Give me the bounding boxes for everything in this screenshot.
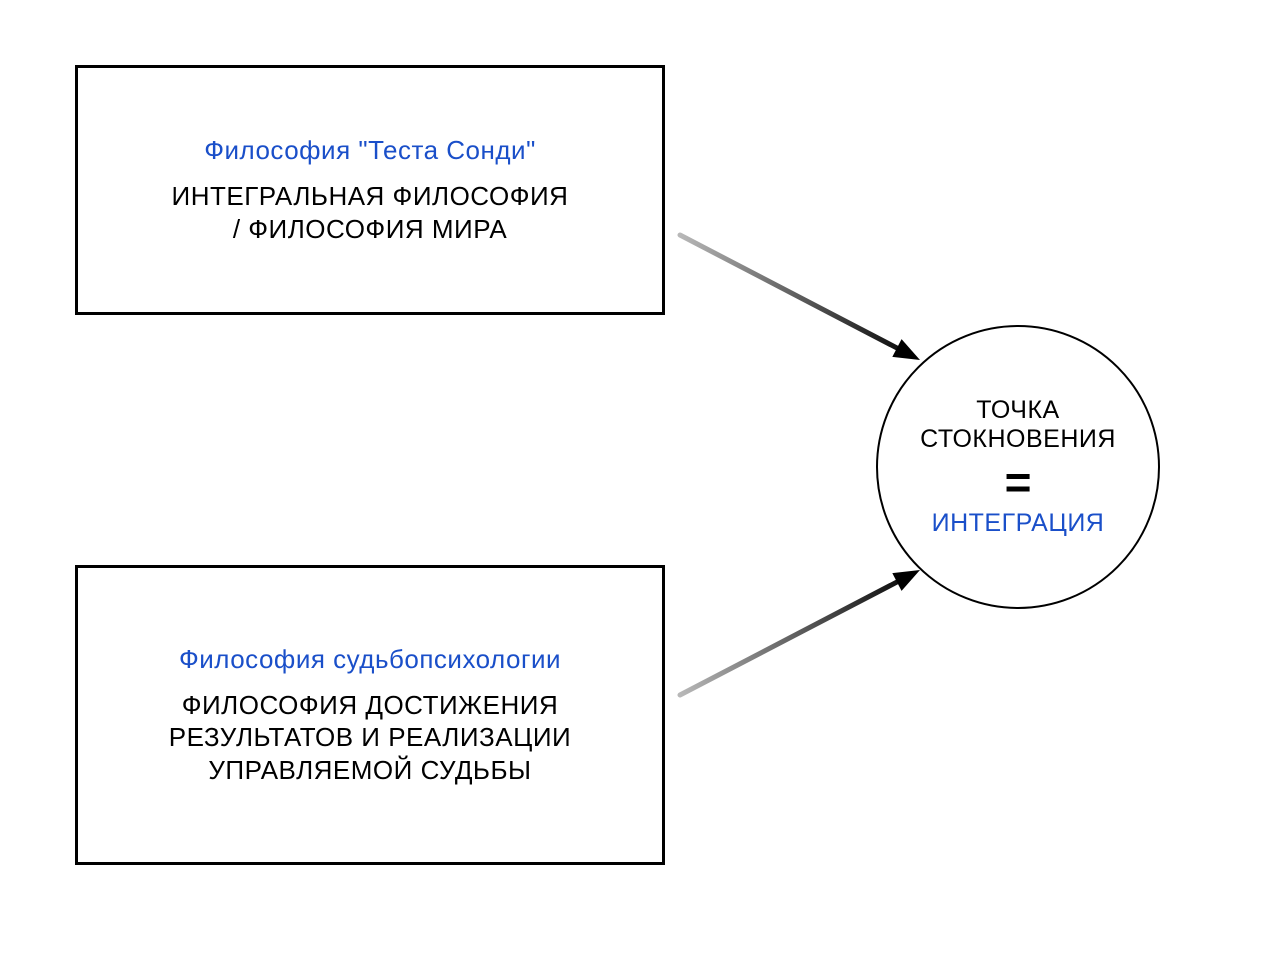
circle-integration: ТОЧКА СТОКНОВЕНИЯ = ИНТЕГРАЦИЯ xyxy=(876,325,1160,609)
box2-body-line2: РЕЗУЛЬТАТОВ И РЕАЛИЗАЦИИ xyxy=(169,722,571,752)
circle-line1a: ТОЧКА xyxy=(976,396,1059,424)
box1-body-line1: ИНТЕГРАЛЬНАЯ ФИЛОСОФИЯ xyxy=(172,181,569,211)
box-philosophy-fate-psychology: Философия судьбопсихологии ФИЛОСОФИЯ ДОС… xyxy=(75,565,665,865)
box2-body: ФИЛОСОФИЯ ДОСТИЖЕНИЯ РЕЗУЛЬТАТОВ И РЕАЛИ… xyxy=(169,689,571,787)
arrow-head-1 xyxy=(892,339,920,360)
box1-title: Философия "Теста Сонди" xyxy=(204,135,536,166)
arrow-shaft-2 xyxy=(680,577,906,695)
box2-title: Философия судьбопсихологии xyxy=(179,644,561,675)
box-philosophy-sondi: Философия "Теста Сонди" ИНТЕГРАЛЬНАЯ ФИЛ… xyxy=(75,65,665,315)
arrow-head-2 xyxy=(892,570,920,591)
box1-body-line2: / ФИЛОСОФИЯ МИРА xyxy=(233,214,507,244)
circle-line1b: СТОКНОВЕНИЯ xyxy=(920,425,1116,453)
circle-text-collision-point: ТОЧКА СТОКНОВЕНИЯ xyxy=(920,396,1116,454)
box2-body-line3: УПРАВЛЯЕМОЙ СУДЬБЫ xyxy=(208,755,531,785)
diagram-canvas: Философия "Теста Сонди" ИНТЕГРАЛЬНАЯ ФИЛ… xyxy=(0,0,1283,968)
box1-body: ИНТЕГРАЛЬНАЯ ФИЛОСОФИЯ / ФИЛОСОФИЯ МИРА xyxy=(172,180,569,245)
arrow-shaft-1 xyxy=(680,235,906,353)
circle-text-integration: ИНТЕГРАЦИЯ xyxy=(932,509,1105,538)
equals-icon: = xyxy=(1005,459,1032,505)
box2-body-line1: ФИЛОСОФИЯ ДОСТИЖЕНИЯ xyxy=(182,690,559,720)
